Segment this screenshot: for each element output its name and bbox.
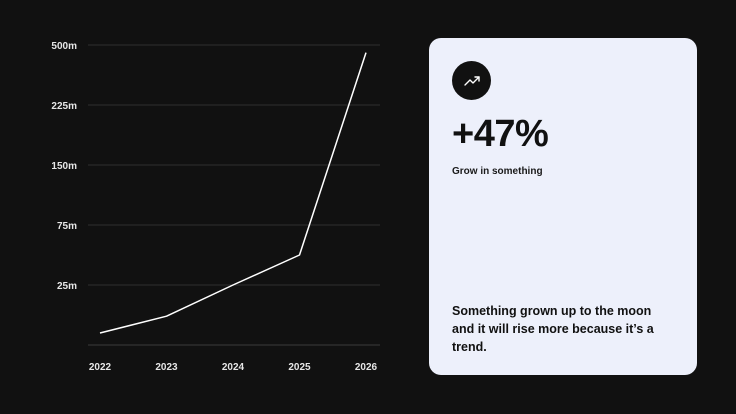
trending-up-icon xyxy=(463,75,480,86)
x-tick-label: 2026 xyxy=(355,362,378,373)
y-tick-label: 500m xyxy=(51,41,77,52)
y-tick-label: 25m xyxy=(57,281,77,292)
y-tick-label: 225m xyxy=(51,101,77,112)
stat-card: +47% Grow in something Something grown u… xyxy=(429,38,697,375)
stat-label: Grow in something xyxy=(452,166,543,177)
trend-icon-badge xyxy=(452,61,491,100)
card-description: Something grown up to the moon and it wi… xyxy=(452,304,654,355)
x-tick-label: 2024 xyxy=(222,362,245,373)
line-chart: 500m 225m 150m 75m 25m 2022 2023 2024 2025 2026 xyxy=(51,41,380,373)
x-tick-label: 2022 xyxy=(89,362,112,373)
x-tick-label: 2025 xyxy=(288,362,311,373)
y-tick-label: 150m xyxy=(51,161,77,172)
chart-gridlines xyxy=(88,44,380,346)
y-tick-label: 75m xyxy=(57,221,77,232)
x-axis-ticks: 2022 2023 2024 2025 2026 xyxy=(89,362,378,373)
stat-value: +47% xyxy=(452,113,549,155)
series-line xyxy=(99,52,367,334)
y-axis-ticks: 500m 225m 150m 75m 25m xyxy=(51,41,77,292)
x-tick-label: 2023 xyxy=(155,362,178,373)
